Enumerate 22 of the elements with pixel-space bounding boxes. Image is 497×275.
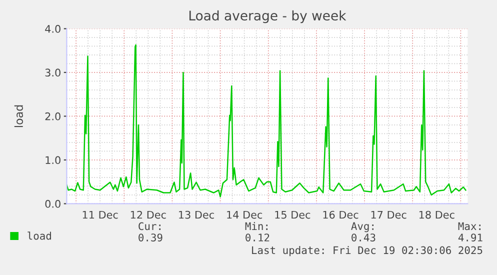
x-tick-label: 14 Dec — [227, 210, 262, 219]
x-tick-label: 11 Dec — [82, 210, 118, 219]
y-tick-label: 3.0 — [45, 68, 60, 77]
text: Avg: 0.43 — [351, 222, 376, 242]
x-tick-label: 18 Dec — [419, 210, 454, 219]
x-tick-label: 13 Dec — [179, 210, 214, 219]
x-tick-label: 16 Dec — [323, 210, 358, 219]
text: Max: 4.91 — [458, 222, 482, 242]
text: Min: 0.12 — [245, 222, 270, 242]
chart-title: Load average - by week — [189, 10, 346, 24]
legend-label: load — [28, 232, 51, 240]
y-tick-label: 2.0 — [45, 112, 60, 120]
y-tick-label: 1.0 — [46, 156, 60, 164]
x-tick-label: 15 Dec — [275, 210, 310, 219]
line-series — [66, 44, 466, 198]
y-tick-label: 0.0 — [45, 200, 60, 208]
y-axis-title: load — [14, 105, 23, 128]
text: Last update: Fri Dec 19 02:30:06 2025 — [252, 246, 482, 256]
text: Cur: 0.39 — [138, 222, 162, 242]
x-tick-label: 17 Dec — [371, 210, 406, 219]
x-tick-label: 12 Dec — [130, 210, 166, 219]
y-tick-label: 4.0 — [45, 24, 60, 33]
